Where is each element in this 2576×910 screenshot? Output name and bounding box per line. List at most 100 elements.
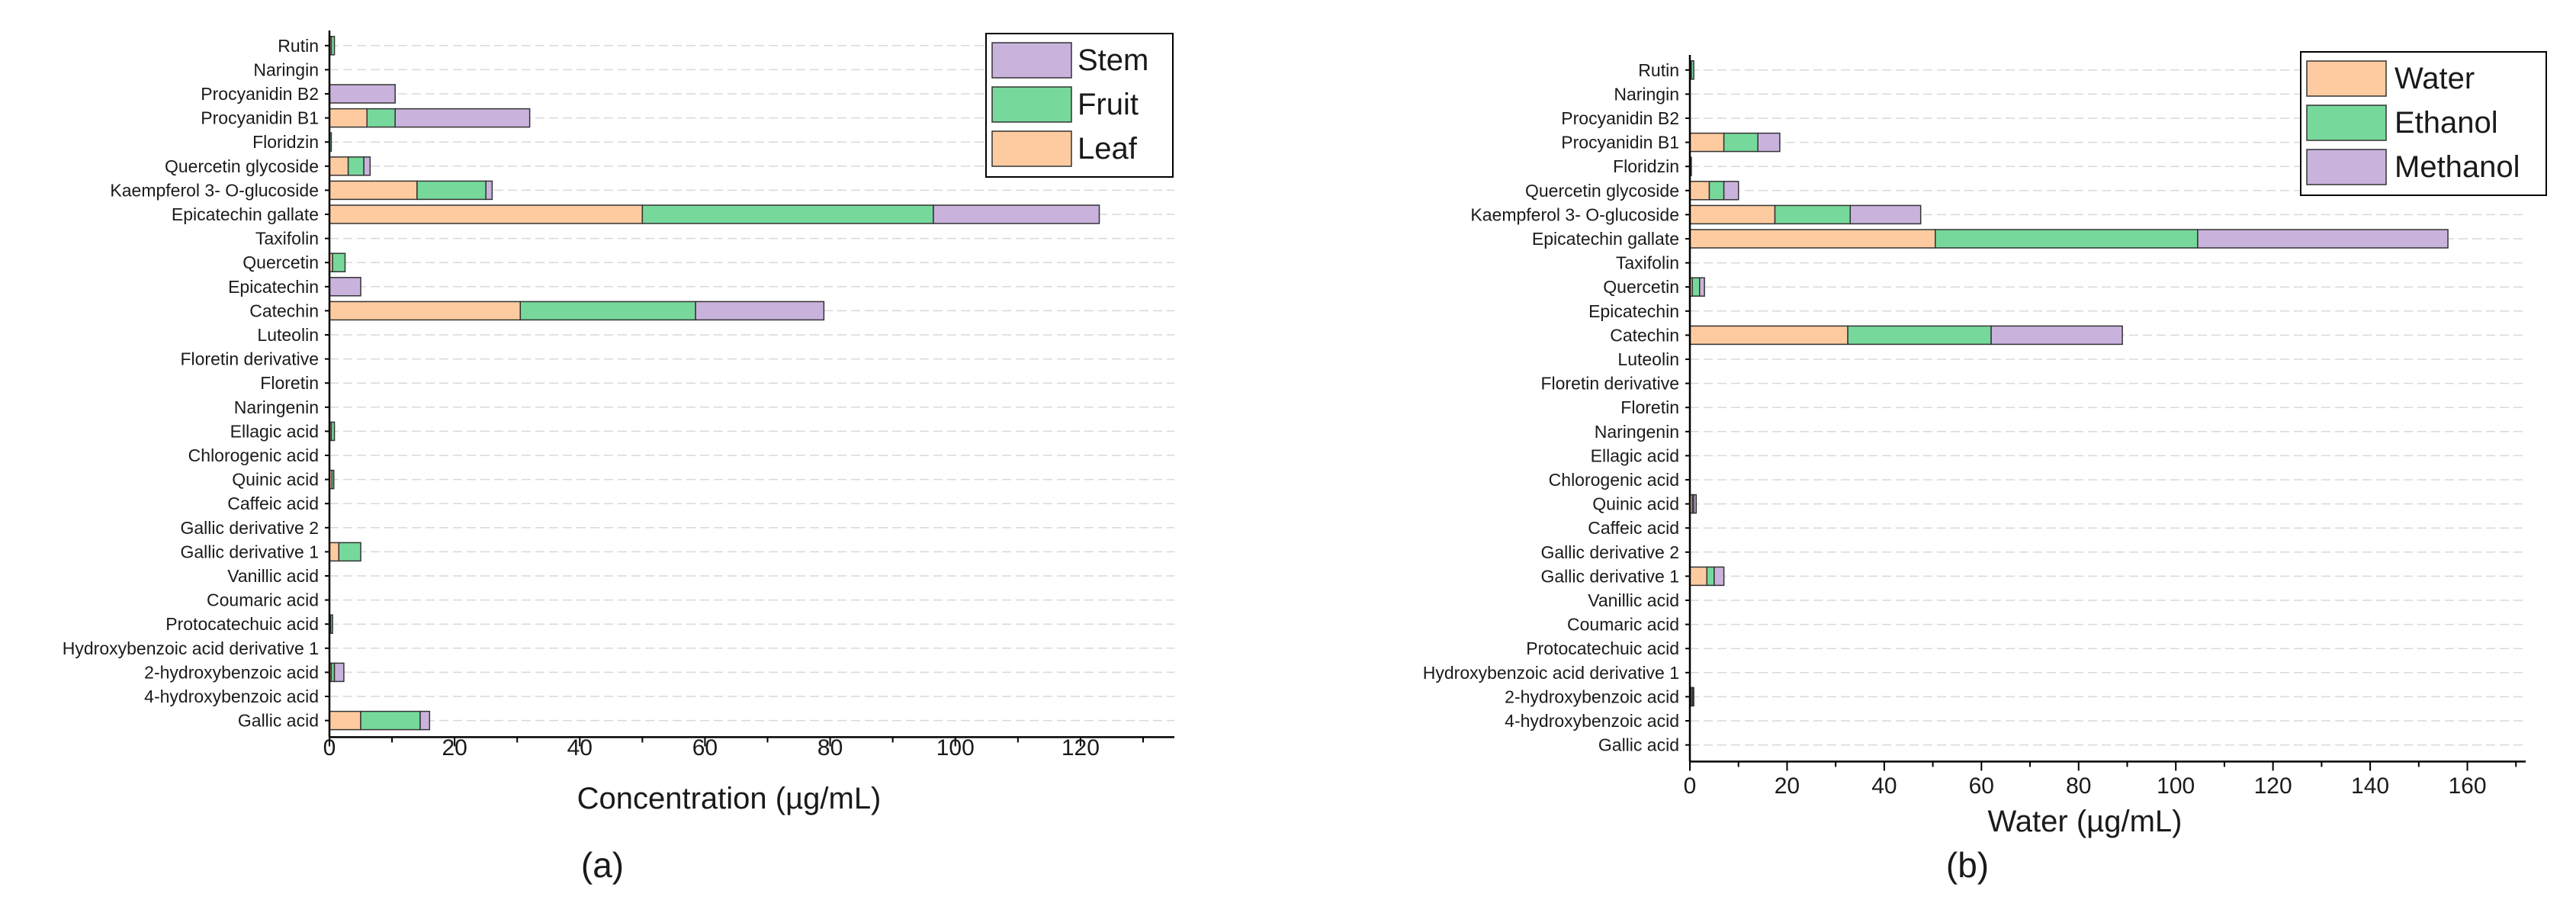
legend-label-stem: Stem [1078, 43, 1148, 77]
bar-leaf-28 [329, 710, 361, 731]
x-tick-label: 80 [817, 735, 843, 760]
category-label: Epicatechin gallate [1532, 229, 1679, 249]
bar-stem-28 [419, 710, 431, 731]
category-label: 4-hydroxybenzoic acid [1505, 711, 1679, 731]
legend-label-methanol: Methanol [2395, 150, 2520, 184]
category-label: Vanillic acid [227, 566, 319, 586]
x-axis-title: Water (µg/mL) [1988, 805, 2183, 838]
legend-swatch-methanol [2306, 149, 2387, 185]
category-label: Taxifolin [255, 229, 319, 249]
bar-leaf-3 [329, 108, 368, 128]
bar-water-6 [1689, 204, 1776, 225]
bar-ethanol-0 [1691, 60, 1694, 80]
bar-water-7 [1689, 229, 1936, 249]
category-label: Quercetin glycoside [1525, 181, 1679, 201]
bar-fruit-0 [330, 36, 336, 56]
bar-stem-2 [329, 84, 396, 104]
category-label: Ellagic acid [1591, 445, 1679, 465]
bar-fruit-18 [331, 469, 335, 490]
legend-label-fruit: Fruit [1078, 88, 1139, 121]
bar-fruit-3 [366, 108, 396, 128]
category-label: Luteolin [1617, 349, 1679, 369]
bar-stem-3 [394, 108, 531, 128]
category-label: Floretin [260, 373, 319, 393]
category-label: Hydroxybenzoic acid derivative 1 [63, 638, 319, 658]
category-label: Protocatechuic acid [1526, 638, 1679, 658]
bar-ethanol-7 [1935, 229, 2199, 249]
bar-methanol-18 [1693, 494, 1698, 514]
legend-label-ethanol: Ethanol [2395, 106, 2498, 140]
category-label: Procyanidin B1 [1561, 133, 1679, 153]
legend-label-water: Water [2395, 62, 2475, 95]
x-tick-label: 80 [2066, 773, 2091, 799]
category-label: Floridzin [1613, 156, 1679, 176]
bar-stem-6 [485, 180, 493, 201]
bar-leaf-21 [329, 542, 340, 562]
category-label: Floretin derivative [180, 349, 319, 369]
legend-swatch-leaf [991, 130, 1072, 167]
bar-stem-7 [933, 204, 1100, 224]
x-tick-label: 0 [1684, 773, 1697, 799]
bar-fruit-16 [330, 421, 336, 442]
x-tick-label: 120 [1062, 735, 1100, 760]
bar-ethanol-3 [1723, 132, 1759, 153]
category-label: Quinic acid [232, 470, 319, 490]
category-label: Epicatechin gallate [172, 204, 319, 224]
bar-fruit-9 [332, 252, 346, 272]
category-label: Gallic derivative 1 [180, 542, 319, 561]
bar-fruit-24 [329, 614, 333, 634]
category-label: 2-hydroxybenzoic acid [1505, 687, 1679, 706]
category-label: Naringin [253, 59, 319, 79]
category-label: Catechin [1610, 325, 1679, 345]
category-label: Chlorogenic acid [188, 445, 319, 465]
category-label: Gallic acid [238, 711, 319, 731]
x-tick-label: 60 [692, 735, 718, 760]
category-label: Quercetin [243, 252, 319, 272]
bar-stem-26 [333, 662, 345, 683]
bar-methanol-11 [1990, 325, 2123, 346]
x-tick-label: 160 [2449, 773, 2487, 799]
category-label: Procyanidin B2 [201, 84, 319, 104]
bar-ethanol-9 [1691, 277, 1701, 297]
category-label: Vanillic acid [1588, 590, 1679, 610]
bar-fruit-11 [519, 301, 696, 321]
x-tick-label: 100 [2157, 773, 2195, 799]
x-axis-title: Concentration (µg/mL) [577, 782, 882, 815]
chart-panel-a: Rutin Naringin Procyanidin B2 Procyanidin B… [63, 31, 1174, 885]
bar-fruit-6 [416, 180, 487, 201]
category-label: Kaempferol 3- O-glucoside [1470, 204, 1679, 224]
bar-ethanol-5 [1708, 181, 1725, 201]
bar-stem-10 [329, 277, 361, 297]
legend-swatch-ethanol [2306, 105, 2387, 141]
bar-leaf-7 [329, 204, 644, 224]
category-label: Naringenin [234, 397, 319, 417]
bar-water-3 [1689, 132, 1725, 153]
x-tick-label: 140 [2351, 773, 2389, 799]
bar-stem-5 [363, 156, 371, 176]
bar-fruit-21 [338, 542, 361, 562]
x-tick-label: 120 [2254, 773, 2292, 799]
bar-fruit-28 [360, 710, 421, 731]
category-label: Procyanidin B1 [201, 108, 319, 128]
panel-label: (b) [1946, 845, 1989, 885]
category-label: Taxifolin [1616, 253, 1679, 273]
bar-methanol-21 [1714, 566, 1725, 587]
bar-leaf-6 [329, 180, 418, 201]
category-label: Chlorogenic acid [1549, 470, 1679, 490]
category-label: Rutin [1638, 60, 1679, 80]
category-label: Gallic acid [1598, 735, 1679, 755]
category-label: Gallic derivative 2 [1540, 542, 1679, 562]
category-label: Protocatechuic acid [165, 614, 319, 634]
legend-swatch-water [2306, 60, 2387, 97]
category-label: Coumaric acid [207, 590, 319, 610]
category-label: Luteolin [257, 325, 319, 345]
bar-methanol-7 [2197, 229, 2449, 249]
bar-ethanol-11 [1847, 325, 1992, 346]
x-tick-label: 40 [567, 735, 593, 760]
legend-swatch-stem [991, 42, 1072, 79]
x-tick-label: 60 [1969, 773, 1994, 799]
bar-methanol-3 [1757, 132, 1781, 153]
x-tick-label: 20 [1775, 773, 1800, 799]
category-label: 2-hydroxybenzoic acid [144, 662, 319, 682]
